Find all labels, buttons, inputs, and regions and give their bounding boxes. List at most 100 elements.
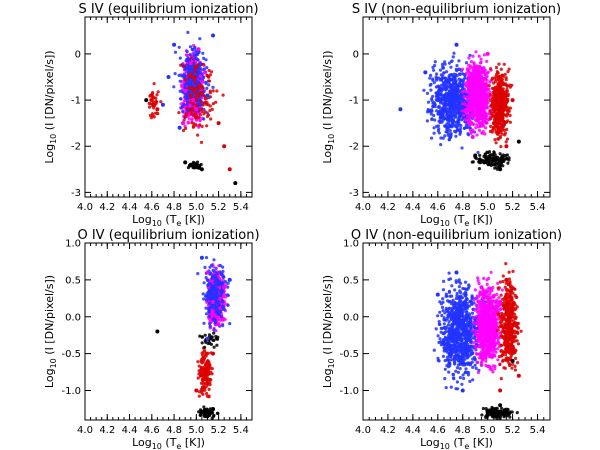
scatter-point xyxy=(439,136,443,140)
scatter-point xyxy=(437,109,441,113)
data-point xyxy=(485,51,490,56)
scatter-point xyxy=(455,366,459,370)
scatter-point xyxy=(207,79,212,83)
scatter-point xyxy=(470,82,475,86)
scatter-point xyxy=(190,75,194,79)
scatter-point xyxy=(185,82,189,86)
scatter-point xyxy=(429,112,433,116)
scatter-point xyxy=(213,280,217,284)
scatter-point xyxy=(198,113,202,117)
scatter-point xyxy=(205,73,209,78)
scatter-point xyxy=(203,349,207,353)
scatter-point xyxy=(491,102,495,106)
scatter-point xyxy=(204,80,208,84)
scatter-point xyxy=(182,74,186,78)
data-point xyxy=(211,33,216,38)
scatter-point xyxy=(463,102,467,106)
scatter-point xyxy=(484,106,488,110)
scatter-point xyxy=(505,105,509,109)
y-axis-label: Log10 (I [DN/pixel/s]) xyxy=(43,275,58,388)
scatter-point xyxy=(496,104,500,108)
scatter-point xyxy=(473,71,477,75)
scatter-point xyxy=(437,127,441,131)
x-tick-label: 4.6 xyxy=(430,202,446,213)
scatter-point xyxy=(211,295,215,299)
scatter-point xyxy=(489,67,493,71)
scatter-point xyxy=(465,68,470,72)
scatter-point xyxy=(471,365,475,369)
scatter-point xyxy=(463,118,467,122)
scatter-point xyxy=(501,164,505,168)
scatter-point xyxy=(450,59,454,63)
scatter-point xyxy=(210,303,214,307)
scatter-point xyxy=(203,412,207,416)
scatter-point xyxy=(202,408,206,412)
x-tick-label: 4.0 xyxy=(77,202,93,213)
scatter-point xyxy=(487,154,491,158)
scatter-point xyxy=(470,106,475,110)
scatter-point xyxy=(441,98,446,102)
scatter-point xyxy=(485,59,489,64)
data-point xyxy=(205,414,210,419)
scatter-point xyxy=(506,161,510,165)
y-tick-label: -1.0 xyxy=(61,386,81,397)
scatter-point xyxy=(497,62,501,66)
scatter-point xyxy=(228,322,232,326)
scatter-point xyxy=(491,113,495,118)
scatter-point xyxy=(477,54,481,58)
scatter-point xyxy=(485,88,489,92)
scatter-point xyxy=(504,76,508,80)
scatter-point xyxy=(212,328,216,332)
scatter-point xyxy=(482,66,486,70)
scatter-point xyxy=(204,298,209,302)
scatter-point xyxy=(209,292,213,296)
scatter-point xyxy=(191,48,195,52)
scatter-point xyxy=(471,160,475,164)
scatter-point xyxy=(186,30,190,34)
scatter-point xyxy=(451,85,455,89)
scatter-point xyxy=(464,125,468,129)
y-axis-label: Log10 (I [DN/pixel/s]) xyxy=(43,50,58,163)
y-tick-label: 0.0 xyxy=(65,312,81,323)
scatter-point xyxy=(206,378,210,382)
scatter-point xyxy=(463,75,467,80)
scatter-point xyxy=(428,76,432,80)
scatter-point xyxy=(219,315,224,319)
scatter-point xyxy=(430,98,434,103)
scatter-point xyxy=(178,79,182,83)
scatter-point xyxy=(210,263,214,267)
scatter-point xyxy=(213,297,217,301)
scatter-point xyxy=(214,286,218,290)
scatter-point xyxy=(478,161,482,165)
scatter-point xyxy=(202,377,206,382)
scatter-point xyxy=(451,55,455,59)
point-cloud xyxy=(144,30,238,186)
scatter-point xyxy=(208,322,212,326)
panel-2: 4.0 4.2 4.4 4.6 4.8 5.0 5.2 5.4-3-2-10S IV (non… xyxy=(321,2,561,228)
scatter-point xyxy=(155,93,159,97)
scatter-point xyxy=(182,99,186,103)
scatter-point xyxy=(468,53,472,57)
scatter-point xyxy=(186,86,190,90)
scatter-point xyxy=(473,101,477,105)
scatter-point xyxy=(451,119,455,123)
scatter-point xyxy=(435,72,439,76)
scatter-point xyxy=(189,71,194,76)
scatter-point xyxy=(462,95,466,99)
scatter-point xyxy=(203,265,207,269)
scatter-point xyxy=(465,98,469,102)
scatter-point xyxy=(185,102,189,106)
scatter-point xyxy=(180,105,185,109)
scatter-point xyxy=(209,117,213,121)
scatter-point xyxy=(205,391,209,396)
scatter-point xyxy=(221,93,225,97)
scatter-point xyxy=(197,165,201,169)
x-tick-label: 5.4 xyxy=(530,202,546,213)
scatter-point xyxy=(217,303,221,307)
scatter-point xyxy=(433,60,437,64)
scatter-point xyxy=(218,263,222,268)
scatter-point xyxy=(452,99,456,103)
scatter-point xyxy=(149,93,153,97)
scatter-point xyxy=(460,146,464,150)
scatter-point xyxy=(204,256,209,260)
